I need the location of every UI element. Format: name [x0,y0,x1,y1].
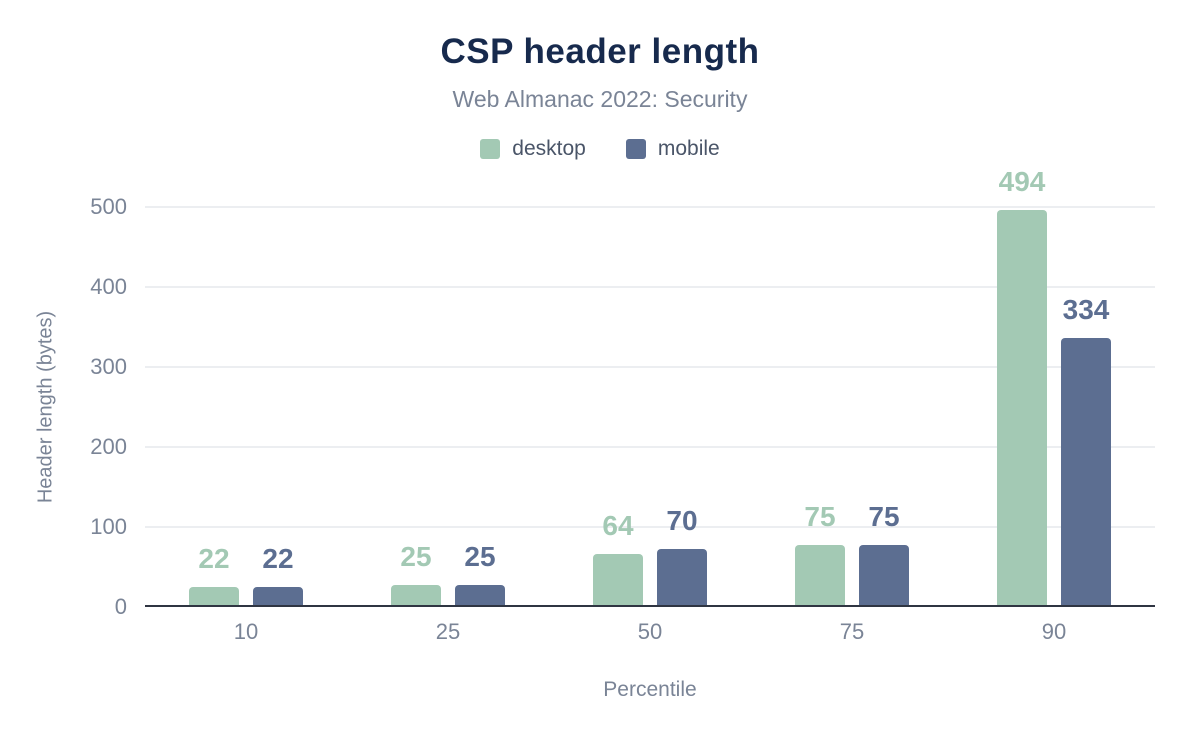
y-tick-label: 100 [90,514,127,539]
bar-desktop-p10 [189,587,239,605]
bar-mobile-p90 [1061,337,1111,605]
gridline [145,286,1155,288]
y-tick-label: 400 [90,274,127,299]
bar-value-label-mobile: 70 [666,505,698,536]
bar-wrap-desktop: 22 [189,545,239,605]
bar-wrap-mobile: 25 [455,543,505,605]
bar-wrap-desktop: 494 [997,165,1047,605]
bar-wrap-mobile: 334 [1061,293,1111,605]
bar-mobile-p75 [859,545,909,605]
legend-label-desktop: desktop [512,137,586,160]
bar-value-label-desktop: 64 [602,509,634,541]
bar-groups: 22 22 25 25 64 70 75 75 494 334 [145,167,1155,605]
bar-desktop-p25 [391,585,441,605]
bar-wrap-desktop: 64 [593,509,643,605]
bar-value-label-desktop: 25 [400,541,432,572]
bar-desktop-p90 [997,209,1047,605]
bar-group-p90: 494 334 [953,167,1155,605]
bar-value-label-desktop: 22 [198,543,230,575]
chart-title: CSP header length [440,32,760,71]
legend-item-mobile[interactable]: mobile [625,137,720,161]
bar-group-p75: 75 75 [751,207,953,605]
chart-subtitle: Web Almanac 2022: Security [452,86,748,112]
bar-value-label-mobile: 334 [1062,293,1110,325]
legend-item-desktop[interactable]: desktop [480,137,586,161]
x-tick-label: 50 [637,619,663,644]
bar-value-label-mobile: 22 [262,543,294,575]
y-tick-label: 0 [114,594,127,619]
bar-wrap-desktop: 25 [391,543,441,605]
x-tick-label: 10 [233,619,259,644]
gridline [145,446,1155,448]
bar-group-p25: 25 25 [347,207,549,605]
desktop-legend-swatch-icon [480,139,501,159]
bar-mobile-p25 [455,585,505,605]
bar-group-p50: 64 70 [549,207,751,605]
y-tick-label: 500 [90,194,127,219]
mobile-legend-swatch-icon [625,139,646,159]
bar-value-label-desktop: 494 [998,165,1046,197]
bar-value-label-mobile: 75 [868,501,900,532]
legend-label-mobile: mobile [657,137,720,160]
y-tick-label: 200 [90,434,127,459]
bar-desktop-p50 [593,553,643,605]
legend: desktop mobile [0,137,1200,161]
bar-value-label-mobile: 25 [464,541,496,572]
plot-area: 22 22 25 25 64 70 75 75 494 334 [145,167,1155,607]
bar-mobile-p50 [657,549,707,605]
x-tick-label: 90 [1041,619,1067,644]
x-tick-label: 75 [839,619,865,644]
bar-group-p10: 22 22 [145,207,347,605]
y-axis-tick-labels: 0 100 200 300 400 500 [0,194,135,619]
gridline [145,526,1155,528]
y-tick-label: 300 [90,354,127,379]
bar-value-label-desktop: 75 [804,501,836,532]
bar-wrap-mobile: 22 [253,545,303,605]
bar-desktop-p75 [795,545,845,605]
bar-wrap-mobile: 70 [657,507,707,605]
gridline [145,206,1155,208]
gridline [145,366,1155,368]
bar-wrap-mobile: 75 [859,503,909,605]
x-tick-label: 25 [435,619,461,644]
bar-mobile-p10 [253,587,303,605]
x-axis-title: Percentile [603,678,697,701]
bar-wrap-desktop: 75 [795,503,845,605]
x-axis-tick-labels: 10 25 50 75 90 [145,619,1155,645]
